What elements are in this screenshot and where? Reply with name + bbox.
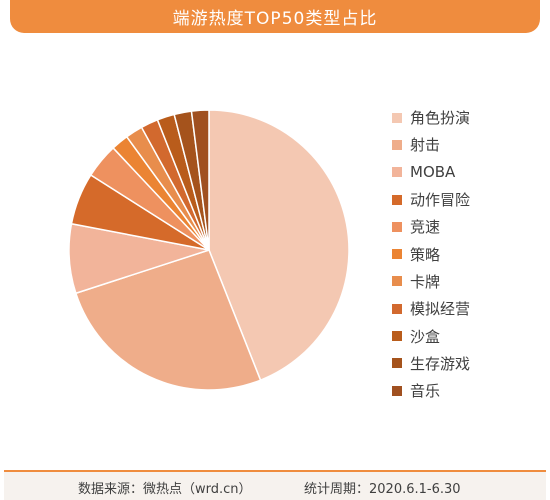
legend-item: 竞速 [392, 213, 542, 240]
legend-label: 动作冒险 [410, 191, 471, 210]
data-source-text: 数据来源：微热点（wrd.cn） [78, 482, 252, 497]
legend-label: 音乐 [410, 382, 441, 401]
legend-label: 竞速 [410, 218, 441, 237]
legend-swatch [392, 303, 402, 314]
legend-swatch [392, 139, 402, 150]
legend-label: 生存游戏 [410, 354, 471, 373]
legend-swatch [392, 194, 402, 205]
pie-slice-2 [74, 249, 262, 391]
legend-item: 沙盒 [392, 322, 542, 349]
legend-swatch [392, 276, 402, 287]
footer-bar: 数据来源：微热点（wrd.cn） 统计周期：2020.6.1-6.30 [4, 470, 546, 500]
legend-swatch [392, 249, 402, 260]
legend-label: 卡牌 [410, 272, 441, 291]
legend-label: 模拟经营 [410, 300, 471, 319]
legend-item: MOBA [392, 159, 542, 186]
legend-item: 模拟经营 [392, 295, 542, 322]
pie-slice-11 [190, 109, 210, 251]
pie-slices [68, 109, 350, 391]
legend-swatch [392, 221, 402, 232]
legend-item: 射击 [392, 131, 542, 158]
legend-item: 动作冒险 [392, 186, 542, 213]
chart-title: 端游热度TOP50类型占比 [172, 9, 378, 29]
title-banner: 端游热度TOP50类型占比 [10, 0, 540, 33]
legend-item: 音乐 [392, 377, 542, 404]
chart-legend: 角色扮演射击 MOBA 动作冒险竞速策略卡牌模拟经营沙盒生存游戏音乐 [392, 104, 542, 404]
legend-label: MOBA [410, 163, 456, 182]
legend-swatch [392, 331, 402, 342]
pie-slice-1 [208, 109, 350, 382]
legend-swatch [392, 167, 402, 178]
legend-label: 策略 [410, 245, 441, 264]
statistics-period-text: 统计周期：2020.6.1-6.30 [304, 482, 461, 497]
legend-swatch [392, 385, 402, 396]
legend-item: 策略 [392, 240, 542, 267]
legend-swatch [392, 358, 402, 369]
legend-item: 角色扮演 [392, 104, 542, 131]
legend-label: 角色扮演 [410, 109, 471, 128]
legend-label: 射击 [410, 136, 441, 155]
legend-item: 生存游戏 [392, 350, 542, 377]
legend-label: 沙盒 [410, 327, 441, 346]
legend-swatch [392, 112, 402, 123]
legend-item: 卡牌 [392, 268, 542, 295]
